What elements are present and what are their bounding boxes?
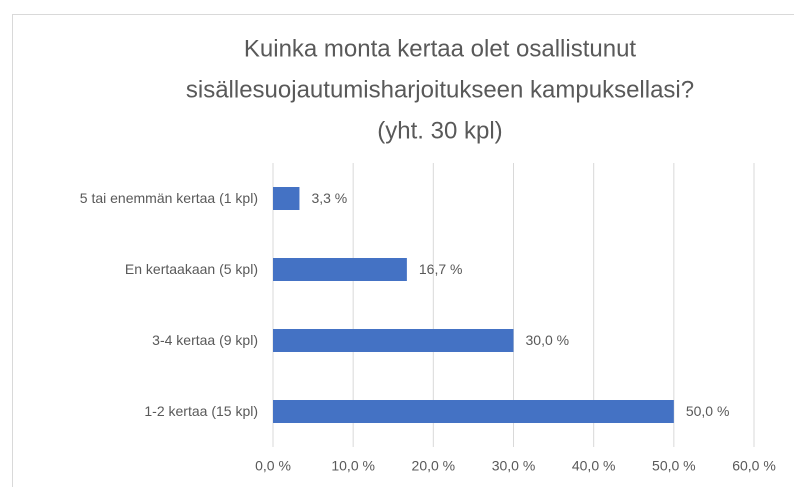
data-label: 3,3 % — [311, 190, 347, 206]
bar — [273, 187, 300, 210]
y-tick-label: 3-4 kertaa (9 kpl) — [152, 332, 258, 348]
x-tick-label: 20,0 % — [412, 458, 456, 474]
x-tick-label: 60,0 % — [732, 458, 776, 474]
y-tick-label: 5 tai enemmän kertaa (1 kpl) — [80, 190, 258, 206]
x-tick-label: 40,0 % — [572, 458, 616, 474]
chart-title: Kuinka monta kertaa olet osallistunut — [244, 35, 637, 62]
data-label: 16,7 % — [419, 261, 463, 277]
x-tick-label: 50,0 % — [652, 458, 696, 474]
bar — [273, 258, 407, 281]
chart-title: sisällesuojautumisharjoitukseen kampukse… — [186, 76, 694, 103]
data-label: 50,0 % — [686, 403, 730, 419]
x-tick-label: 10,0 % — [331, 458, 375, 474]
x-tick-label: 30,0 % — [492, 458, 536, 474]
y-tick-label: En kertaakaan (5 kpl) — [125, 261, 258, 277]
chart-title: (yht. 30 kpl) — [377, 117, 502, 144]
y-tick-label: 1-2 kertaa (15 kpl) — [144, 403, 258, 419]
data-label: 30,0 % — [526, 332, 570, 348]
bar — [273, 400, 674, 423]
x-tick-label: 0,0 % — [255, 458, 291, 474]
bar — [273, 329, 514, 352]
